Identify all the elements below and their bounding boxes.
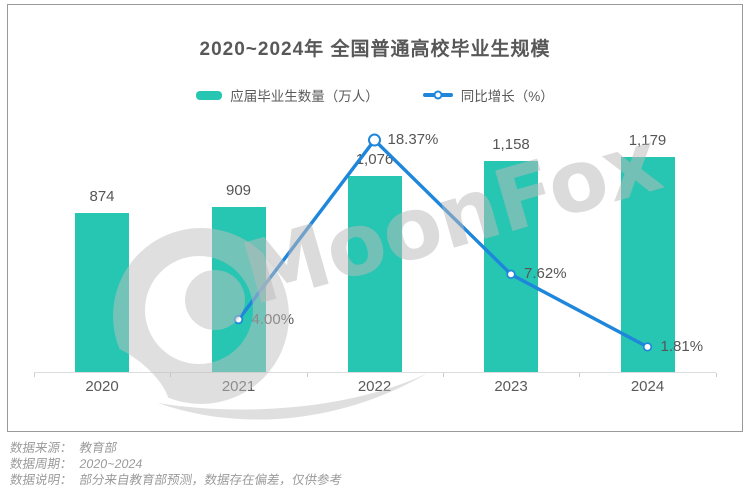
- bar-value-label: 1,158: [492, 136, 530, 154]
- x-axis-tick: [579, 373, 581, 377]
- data-note-label: 数据说明：: [8, 473, 74, 487]
- data-period-label: 数据周期：: [8, 457, 74, 471]
- data-source-label: 数据来源：: [8, 441, 74, 455]
- growth-value-label: 1.81%: [660, 337, 704, 355]
- x-axis-label: 2021: [221, 378, 256, 395]
- x-axis-tick: [33, 373, 35, 377]
- x-axis-tick: [442, 373, 444, 377]
- line-series-swatch-icon: [422, 90, 453, 100]
- data-source-value: 教育部: [78, 441, 119, 455]
- data-note-line: 数据说明： 部分来自教育部预测，数据存在偏差，仅供参考: [9, 472, 344, 488]
- chart-card: 2020~2024年 全国普通高校毕业生规模 应届毕业生数量（万人） 同比增长（…: [7, 4, 743, 432]
- legend-item-growth[interactable]: 同比增长（%）: [422, 85, 554, 105]
- x-axis-tick: [306, 373, 308, 377]
- legend-label-growth: 同比增长（%）: [460, 89, 554, 104]
- x-axis-tick: [715, 373, 717, 377]
- x-axis-label: 2024: [630, 378, 665, 395]
- data-notes: 数据来源： 教育部 数据周期： 2020~2024 数据说明： 部分来自教育部预测，数…: [9, 440, 344, 488]
- growth-value-label: 7.62%: [524, 265, 567, 283]
- legend-item-graduates[interactable]: 应届毕业生数量（万人）: [196, 85, 379, 105]
- legend-label-graduates: 应届毕业生数量（万人）: [230, 89, 379, 104]
- bar-2022[interactable]: [347, 176, 402, 372]
- bar-2020[interactable]: [75, 212, 129, 372]
- growth-line: [236, 138, 650, 349]
- x-axis-tick: [170, 373, 172, 377]
- data-note-value: 部分来自教育部预测，数据存在偏差，仅供参考: [78, 473, 344, 487]
- legend: 应届毕业生数量（万人） 同比增长（%）: [8, 86, 742, 104]
- data-period-value: 2020~2024: [78, 457, 144, 471]
- growth-value-label: 4.00%: [251, 310, 295, 328]
- data-source-line: 数据来源： 教育部: [9, 440, 344, 456]
- bar-2021[interactable]: [211, 206, 266, 372]
- x-axis: [33, 372, 716, 373]
- bar-value-label: 1,076: [355, 151, 394, 169]
- x-axis-label: 2023: [494, 378, 528, 395]
- growth-value-label: 18.37%: [387, 131, 439, 149]
- bar-series-swatch-icon: [196, 90, 223, 100]
- line-marker-icon: [433, 90, 443, 100]
- chart-title: 2020~2024年 全国普通高校毕业生规模: [199, 39, 551, 60]
- x-axis-label: 2022: [357, 378, 392, 395]
- growth-point-marker: [368, 133, 381, 147]
- bar-value-label: 909: [225, 181, 252, 199]
- bar-value-label: 1,179: [628, 132, 667, 150]
- x-axis-label: 2020: [85, 378, 119, 395]
- plot-area: 874 2020 909 2021 1,076 2022 1,158 2023 1,179 202…: [8, 5, 744, 433]
- bar-value-label: 874: [89, 187, 115, 205]
- data-period-line: 数据周期： 2020~2024: [9, 456, 344, 472]
